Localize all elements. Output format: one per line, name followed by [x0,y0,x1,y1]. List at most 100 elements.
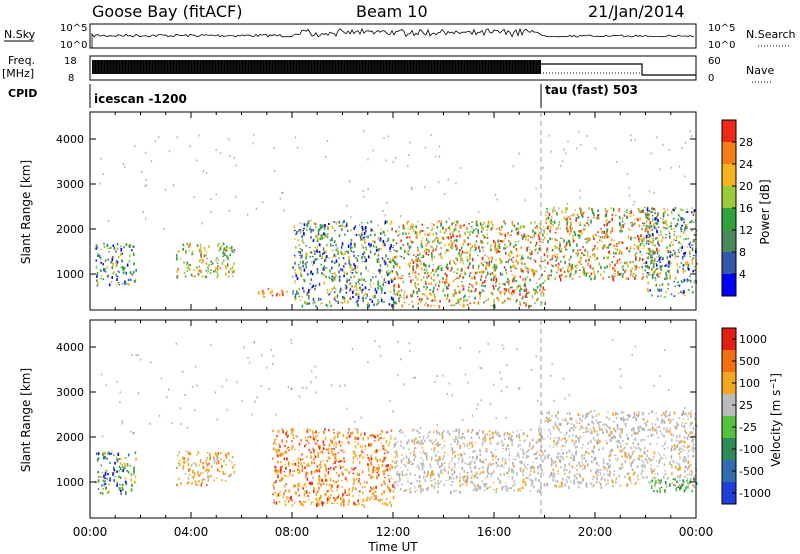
range-cell [614,247,616,250]
range-cell [335,446,337,448]
range-cell [497,464,499,466]
range-cell [515,259,518,263]
range-cell [412,305,414,308]
range-cell [509,265,512,269]
range-cell [473,290,476,293]
range-cell [494,274,497,278]
range-cell [536,298,538,302]
range-cell [673,249,675,252]
range-cell [661,457,664,460]
range-cell [683,436,686,439]
range-cell [451,304,454,306]
range-cell [458,304,461,306]
range-cell [657,295,659,297]
range-cell [98,254,101,258]
range-cell [223,473,225,475]
range-cell [487,297,490,301]
range-cell [668,231,670,233]
range-cell [656,274,658,276]
range-cell [493,300,495,304]
range-cell [688,465,690,469]
range-cell [599,426,601,430]
range-cell [263,292,265,295]
range-cell [669,260,671,264]
range-cell [127,278,130,282]
range-cell [674,254,677,259]
range-cell [430,439,432,443]
range-cell [560,466,562,469]
range-cell [367,463,369,466]
range-cell [600,228,602,230]
range-cell [320,495,322,497]
range-cell [500,440,503,443]
range-cell [387,474,390,476]
range-cell [423,249,426,253]
range-cell [376,434,379,438]
range-cell [684,251,686,255]
range-cell [408,303,410,305]
range-cell [504,282,506,286]
range-cell [222,242,225,246]
range-cell [347,503,350,506]
range-cell [305,252,307,256]
range-cell [217,273,219,276]
range-cell [649,252,651,255]
range-cell [662,411,665,415]
range-cell [335,443,338,446]
range-cell [361,231,363,234]
range-cell [348,488,350,491]
range-cell [643,428,645,431]
range-cell [374,490,377,493]
range-cell [340,502,343,507]
range-cell [475,432,478,436]
range-cell [432,269,434,272]
range-cell [398,226,400,228]
range-cell [113,246,116,250]
range-cell [387,451,389,453]
range-cell [451,267,453,270]
range-cell [496,250,498,253]
range-cell [692,270,694,273]
range-cell [551,223,554,225]
colorbar-tick-label: 4 [739,268,746,281]
range-cell [217,460,220,464]
range-cell [637,247,640,251]
range-cell [354,265,356,268]
range-cell [320,263,322,266]
range-cell [370,488,373,491]
range-cell [630,462,632,466]
range-cell [500,291,503,293]
range-cell [431,251,433,255]
range-cell [651,243,654,246]
range-cell [412,228,415,232]
range-cell [393,445,395,448]
range-cell [538,465,540,469]
range-cell [663,208,665,211]
range-cell [197,273,200,276]
range-cell [321,479,323,482]
range-cell [354,243,356,247]
range-cell [685,238,687,240]
range-cell [121,253,124,255]
range-cell [522,269,524,273]
range-cell [194,463,197,467]
range-cell [563,470,565,472]
range-cell [599,239,601,242]
range-cell [413,439,416,442]
range-cell [680,216,682,220]
range-cell [318,489,320,491]
range-cell [646,257,648,259]
colorbar-swatch [722,230,736,252]
range-cell [508,244,511,246]
range-cell [302,487,305,490]
range-cell [543,289,546,291]
range-cell [216,454,218,458]
range-cell [333,435,336,440]
range-cell [441,435,444,439]
range-cell [316,490,319,494]
range-cell [494,430,497,433]
range-cell [384,262,387,266]
cpid-segment-2: tau (fast) 503 [545,83,638,97]
range-cell [111,257,114,262]
range-cell [298,295,301,297]
